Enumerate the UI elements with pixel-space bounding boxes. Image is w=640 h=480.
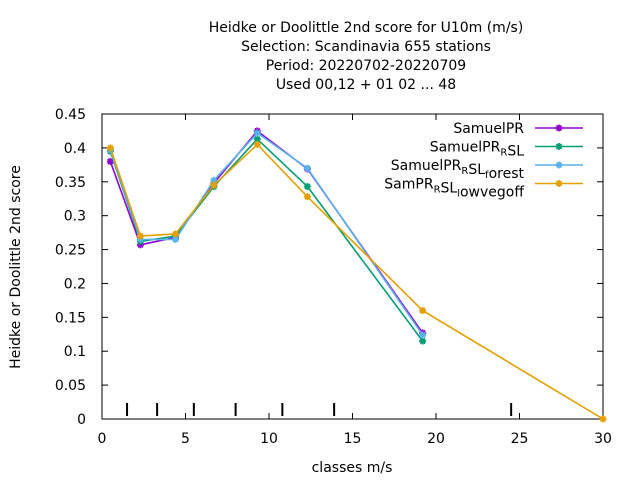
x-tick-label: 25	[511, 431, 529, 447]
x-tick-label: 0	[98, 431, 107, 447]
y-tick-label: 0.3	[64, 209, 86, 225]
data-point	[599, 415, 607, 423]
data-point	[253, 129, 261, 137]
data-point	[171, 230, 179, 238]
data-point	[419, 337, 427, 345]
y-tick-label: 0.05	[55, 378, 86, 394]
data-point	[136, 232, 144, 240]
series-line	[109, 129, 424, 334]
x-tick-label: 15	[344, 431, 362, 447]
series-3	[106, 141, 607, 423]
title-line-2: Selection: Scandinavia 655 stations	[241, 39, 491, 55]
y-tick-label: 0.2	[64, 276, 86, 292]
series-line	[109, 131, 424, 336]
x-tick-label: 30	[594, 431, 612, 447]
class-markers	[126, 403, 513, 416]
y-tick-label: 0.1	[64, 344, 86, 360]
data-point	[210, 181, 218, 189]
x-tick-label: 20	[427, 431, 445, 447]
x-axis-label: classes m/s	[312, 460, 393, 476]
y-tick-label: 0.4	[64, 141, 86, 157]
title-line-4: Used 00,12 + 01 02 ... 48	[276, 77, 456, 93]
series-2	[106, 129, 427, 339]
y-tick-label: 0.35	[55, 175, 86, 191]
data-series	[106, 127, 607, 423]
legend: SamuelPR SamuelPRRSLSamuelPRRSLforestSamP…	[384, 121, 583, 201]
series-0	[106, 127, 427, 337]
y-tick-label: 0	[77, 412, 86, 428]
data-point	[419, 331, 427, 339]
legend-label-1: SamuelPRRSL	[430, 140, 524, 160]
title-line-1: Heidke or Doolittle 2nd score for U10m (…	[209, 20, 524, 36]
legend-label-3: SamPRRSLlowvegoff	[384, 177, 524, 201]
data-point	[303, 183, 311, 191]
x-tick-label: 10	[260, 431, 278, 447]
y-tick-label: 0.15	[55, 310, 86, 326]
y-tick-label: 0.25	[55, 243, 86, 259]
y-axis-label: Heidke or Doolittle 2nd score	[8, 165, 24, 369]
data-point	[106, 157, 114, 165]
data-point	[253, 141, 261, 148]
y-axis: 0 0.05 0.1 0.15 0.2 0.25 0.3 0.35 0.4 0.45	[55, 107, 603, 428]
data-point	[106, 144, 114, 152]
y-tick-label: 0.45	[55, 107, 86, 123]
legend-label-2: SamuelPRRSLforest	[391, 158, 525, 182]
chart-title: Heidke or Doolittle 2nd score for U10m (…	[209, 20, 524, 93]
data-point	[419, 307, 427, 315]
x-axis: 0 5 10 15 20 25 30	[98, 114, 612, 447]
data-point	[303, 164, 311, 172]
title-line-3: Period: 20220702-20220709	[266, 58, 466, 74]
legend-label-0: SamuelPR	[453, 121, 524, 137]
data-point	[303, 193, 311, 201]
x-tick-label: 5	[181, 431, 190, 447]
series-line	[109, 143, 604, 420]
